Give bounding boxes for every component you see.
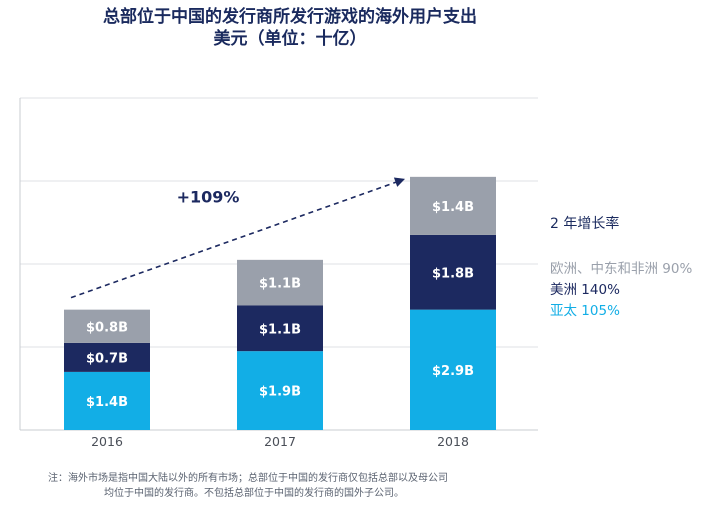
bar-segment [237,351,323,430]
legend-entry-americas: 美洲 140% [550,280,620,300]
data-label: $1.9B [259,385,301,400]
growth-annotation-label: +109% [177,187,240,206]
legend-entry-americas-name: 美洲 [550,282,577,298]
footnote-line-2: 均位于中国的发行商。不包括总部位于中国的发行商的国外子公司。 [104,488,404,499]
legend-entry-emea-growth: 90% [662,261,693,277]
data-label: $1.8B [432,266,474,281]
data-label: $0.8B [86,320,128,335]
chart-title: 总部位于中国的发行商所发行游戏的海外用户支出 [103,7,477,27]
legend-entry-apac-growth: 105% [581,303,620,319]
legend-title: 2 年增长率 [550,216,620,232]
chart-subtitle: 美元（单位：十亿） [213,29,367,49]
growth-arrow-head [393,177,405,187]
data-label: $0.7B [86,351,128,366]
bar-segment [410,309,496,430]
x-tick-label: 2016 [91,434,123,449]
data-label: $1.4B [432,200,474,215]
bar-segment [64,309,150,343]
data-label: $1.4B [86,395,128,410]
legend-entry-apac-name: 亚太 [550,303,577,319]
legend-entry-americas-growth: 140% [581,282,620,298]
legend-entry-emea: 欧洲、中东和非洲 90% [550,259,692,279]
legend-entry-emea-name: 欧洲、中东和非洲 [550,261,658,277]
legend-entry-apac: 亚太 105% [550,301,620,321]
bar-segment [410,234,496,310]
growth-arrow-line [70,181,398,299]
x-tick-label: 2017 [264,434,296,449]
data-label: $1.1B [259,277,301,292]
data-label: $2.9B [432,364,474,379]
bar-segment [64,342,150,372]
bar-segment [410,176,496,235]
data-label: $1.1B [259,322,301,337]
bar-segment [64,371,150,430]
bar-segment [237,305,323,352]
footnote-line-1: 注：海外市场是指中国大陆以外的所有市场；总部位于中国的发行商仅包括总部以及母公司 [48,473,448,484]
x-tick-label: 2018 [437,434,469,449]
bar-segment [237,259,323,306]
